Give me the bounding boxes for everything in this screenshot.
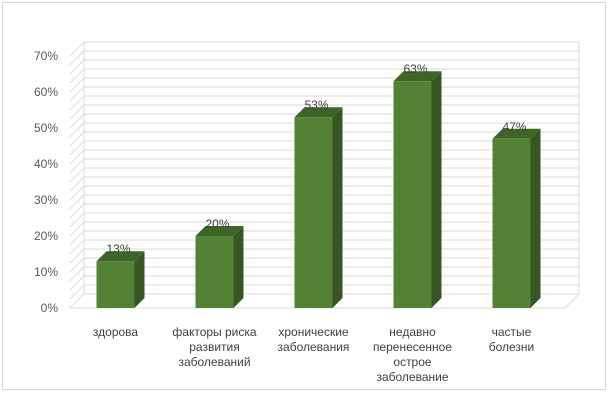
bar [393,81,432,308]
bar [492,138,531,308]
bar-top [195,226,244,236]
gridline-depth [69,158,85,174]
gridline-depth [69,275,85,291]
bar-top [492,128,541,139]
bar-side [332,107,343,308]
chart-frame: 0% 10% 20% 30% 40% 50% 60% 70% 13% 20% 53% 63% 47% … [2,2,606,390]
bar-top [294,107,343,118]
gridline-depth [69,185,85,201]
bar-side [233,226,244,308]
gridline-depth [69,95,85,111]
y-tick-label: 10% [34,265,58,279]
y-tick-label: 40% [34,157,58,171]
gridline-depth [69,77,85,93]
y-tick-label: 70% [34,49,58,63]
category-label-line: хронические [278,325,349,339]
bar-side [530,128,541,308]
bar-chart: 0%10%20%30%40%50%60%70% 13%20%53%63%47% … [34,41,580,384]
bar [294,117,333,308]
gridline-depth [69,149,85,165]
category-label-line: перенесенное [373,340,452,354]
category-label: недавно перенесенное острое заболевание [373,325,452,384]
gridline-depth [69,50,85,66]
gridline-depth [69,248,85,264]
gridline-depth [69,131,85,147]
category-label-line: факторы риска [172,325,256,339]
gridline-depth [69,176,85,192]
category-label-line: частые [492,325,532,339]
category-label-line: недавно [389,325,436,339]
category-label-line: заболеваний [178,355,250,369]
bar [96,261,135,308]
category-label-line: заболевание [376,370,448,384]
y-axis-ticks: 0% 10% 20% 30% 40% 50% 60% 70% [34,49,58,315]
gridline-depth [69,167,85,183]
y-tick-label: 60% [34,85,58,99]
category-label-line: болезни [489,340,535,354]
bar-side [134,251,145,308]
y-tick-label: 30% [34,193,58,207]
y-tick-label: 50% [34,121,58,135]
gridline-depth [69,140,85,156]
bars [96,71,541,308]
category-label: частые болезни [489,325,535,354]
category-labels: здорова факторы риска развития заболеваний х… [93,325,534,384]
floor-right-edge [564,293,580,309]
gridline-depth [69,284,85,300]
gridline-depth [69,230,85,246]
gridline-depth [69,257,85,273]
gridline-depth [69,86,85,102]
gridline-depth [69,194,85,210]
gridline-depth [69,221,85,237]
category-label-line: острое [393,355,432,369]
gridline-depth [69,104,85,120]
y-tick-label: 0% [41,301,59,315]
gridline-depth [69,122,85,138]
category-label: здорова [93,325,139,339]
data-label: 13% [106,242,130,256]
gridline-depth [69,239,85,255]
category-label-line: развития [189,340,240,354]
data-labels: 13% 20% 53% 63% 47% [106,62,526,256]
gridline-depth [69,203,85,219]
gridline-depth [69,212,85,228]
bar-top [393,71,442,82]
category-label-line: заболевания [278,340,350,354]
category-label-line: здорова [93,325,139,339]
data-label: 20% [205,217,229,231]
data-label: 47% [502,120,526,134]
category-label: факторы риска развития заболеваний [172,325,256,369]
category-label: хронические заболевания [278,325,350,354]
gridline-depth [69,113,85,129]
gridline-depth [69,266,85,282]
gridline-depth [69,68,85,84]
data-label: 53% [304,98,328,112]
bar-side [431,71,442,308]
gridline-depth [69,41,85,57]
gridline-depth [69,59,85,75]
y-tick-label: 20% [34,229,58,243]
bar [195,236,234,308]
gridline-depth [69,293,85,309]
bar-top [96,251,145,262]
data-label: 63% [403,62,427,76]
